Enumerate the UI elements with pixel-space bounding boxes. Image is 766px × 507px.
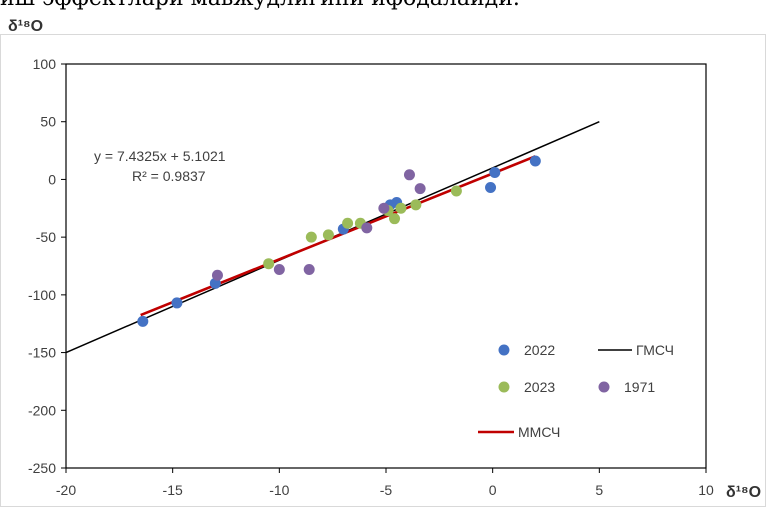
- y-tick-label: 50: [40, 114, 56, 130]
- point-2023: [305, 231, 317, 243]
- legend-marker-2023: [498, 381, 510, 393]
- point-2023: [395, 202, 407, 214]
- point-1971: [361, 222, 373, 234]
- legend-label: 1971: [624, 379, 655, 395]
- point-2023: [410, 199, 422, 211]
- chart-area-border: [0, 34, 766, 507]
- legend-marker-2022: [498, 344, 510, 356]
- y-tick-label: -150: [28, 345, 56, 361]
- y-tick-label: -200: [28, 402, 56, 418]
- plot-area-border: [65, 63, 707, 469]
- point-2023: [263, 258, 275, 270]
- legend-label: ММСЧ: [518, 424, 560, 440]
- y-tick-label: -50: [36, 229, 56, 245]
- legend-label: 2023: [524, 379, 555, 395]
- point-2023: [450, 185, 462, 197]
- trendline-r2: R² = 0.9837: [132, 168, 206, 184]
- point-1971: [378, 202, 390, 214]
- x-tick-label: -20: [56, 482, 76, 498]
- x-tick-label: -15: [163, 482, 183, 498]
- mmsch-line: [140, 155, 536, 317]
- point-1971: [303, 263, 315, 275]
- y-tick-label: -100: [28, 287, 56, 303]
- point-2022: [171, 297, 183, 309]
- legend-marker-1971: [598, 381, 610, 393]
- trendline-equation: y = 7.4325x + 5.1021: [94, 148, 226, 164]
- y-tick-label: 100: [33, 56, 57, 72]
- point-2022: [529, 155, 541, 167]
- point-2022: [137, 315, 149, 327]
- point-2022: [485, 182, 497, 194]
- x-tick-label: -5: [380, 482, 393, 498]
- point-1971: [211, 269, 223, 281]
- legend-label: 2022: [524, 342, 555, 358]
- y-axis-label: δ¹⁸O: [8, 18, 44, 35]
- x-tick-label: 10: [698, 482, 714, 498]
- document-text-line: иш эффектлари мавжудлигини ифодалайди.: [0, 0, 766, 11]
- point-2023: [389, 213, 401, 225]
- point-1971: [414, 183, 426, 195]
- x-tick-label: 0: [489, 482, 497, 498]
- x-tick-label: -10: [269, 482, 289, 498]
- point-2022: [489, 167, 501, 179]
- y-tick-label: 0: [48, 171, 56, 187]
- point-1971: [273, 263, 285, 275]
- legend-label: ГМСЧ: [636, 342, 674, 358]
- point-2023: [322, 229, 334, 241]
- y-tick-label: -250: [28, 460, 56, 476]
- point-2023: [342, 217, 354, 229]
- point-1971: [403, 169, 415, 181]
- x-tick-label: 5: [595, 482, 603, 498]
- x-axis-label: δ¹⁸O: [726, 484, 762, 501]
